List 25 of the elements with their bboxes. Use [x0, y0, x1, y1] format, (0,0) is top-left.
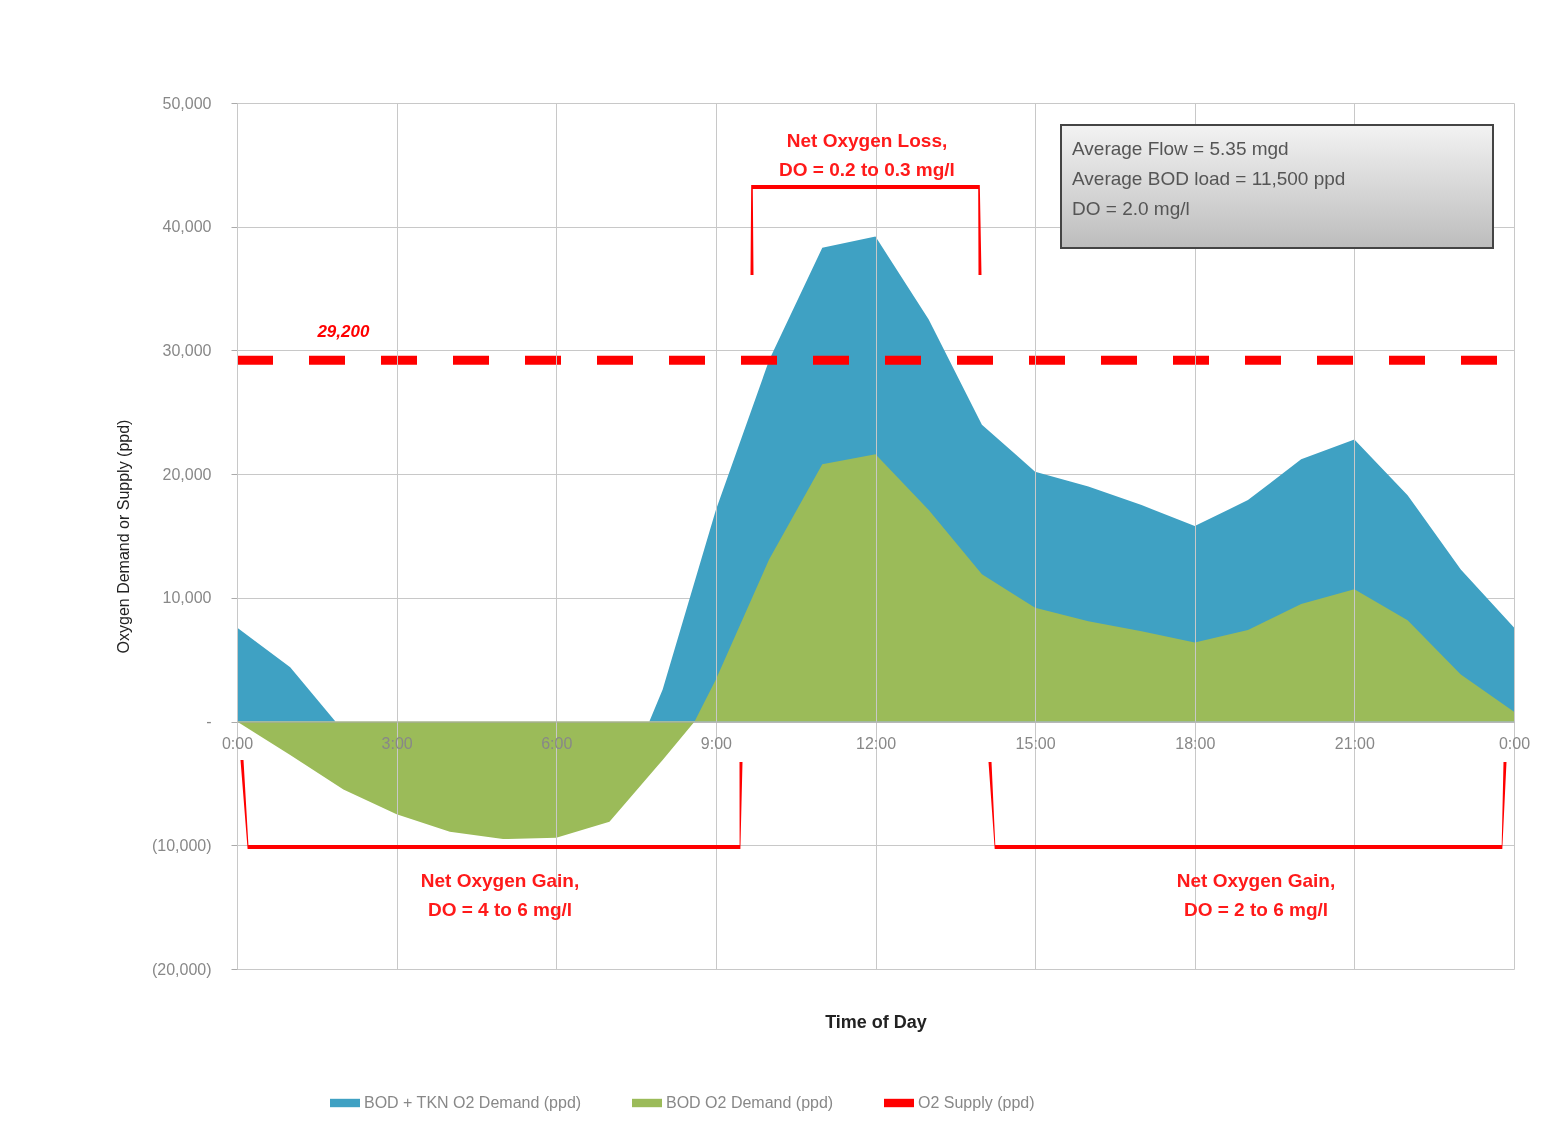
note-box: Average Flow = 5.35 mgd Average BOD load = 11,500 ppd DO = 2.0 mg/l [1060, 124, 1494, 249]
x-axis-title: Time of Day [825, 1012, 927, 1033]
y-tick-label: 10,000 [162, 589, 212, 607]
y-tick-label: 50,000 [162, 94, 212, 112]
legend-label: BOD O2 Demand (ppd) [666, 1094, 834, 1111]
x-tick-label: 0:00 [1498, 735, 1531, 753]
y-tick-label: 30,000 [162, 341, 212, 359]
y-tick-label: - [206, 713, 212, 731]
y-tick-label: (20,000) [151, 960, 212, 978]
annotation: Net Oxygen Gain, DO = 4 to 6 mg/l [420, 869, 580, 922]
x-tick-label: 9:00 [700, 735, 733, 753]
legend-label: BOD + TKN O2 Demand (ppd) [364, 1094, 582, 1111]
x-tick-label: 18:00 [1175, 735, 1216, 753]
y-tick-label: (10,000) [151, 836, 212, 854]
x-tick-label: 0:00 [221, 735, 254, 753]
y-tick-label: 40,000 [162, 218, 212, 236]
y-tick-label: 20,000 [162, 465, 212, 483]
x-tick-label: 15:00 [1015, 735, 1056, 753]
x-tick-label: 12:00 [855, 735, 897, 753]
annotation: Net Oxygen Loss, DO = 0.2 to 0.3 mg/l [779, 129, 955, 182]
y-axis-title: Oxygen Demand or Supply (ppd) [114, 419, 132, 654]
annotation: 29,200 [316, 322, 370, 342]
annotation: Net Oxygen Gain, DO = 2 to 6 mg/l [1176, 869, 1336, 922]
x-tick-label: 21:00 [1334, 735, 1375, 753]
legend-label: O2 Supply (ppd) [918, 1094, 1035, 1111]
